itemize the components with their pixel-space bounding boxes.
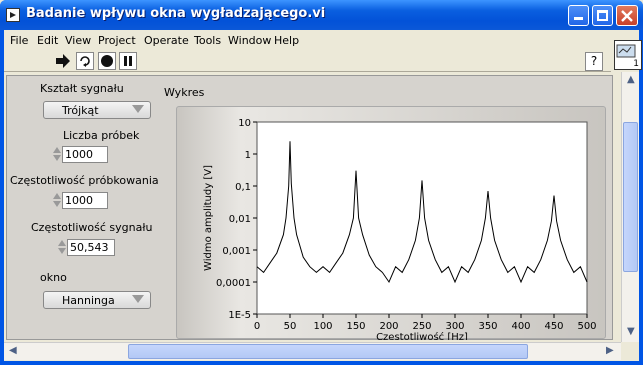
decrement-icon	[58, 248, 66, 254]
title-bar[interactable]: Badanie wpływu okna wygładzającego.vi	[0, 0, 643, 30]
sampling-freq-input[interactable]: 1000	[62, 192, 108, 209]
vi-icon-label: 1	[633, 59, 639, 69]
menu-edit[interactable]: Edit	[37, 34, 59, 47]
scroll-down-icon[interactable]: ▼	[627, 326, 635, 337]
horizontal-scrollbar[interactable]: ◀ ▶	[4, 342, 621, 360]
plot-area	[256, 121, 588, 315]
graph-frame: 10 1 0,1 0,01 0,001 0,0001 1E-5 0 50 100 150 200 250…	[176, 106, 607, 343]
x-tick-label: 350	[478, 321, 497, 332]
scroll-right-icon[interactable]: ▶	[606, 345, 614, 356]
close-button[interactable]	[616, 5, 638, 26]
pause-button[interactable]	[119, 52, 137, 70]
abort-button[interactable]	[98, 52, 116, 70]
decrement-icon	[53, 201, 61, 207]
increment-icon	[53, 193, 61, 199]
client-area: File Edit View Project Operate Tools Win…	[4, 30, 642, 361]
close-icon	[621, 10, 633, 22]
y-tick-label: 1	[245, 150, 251, 161]
sampling-freq-spinner[interactable]	[53, 192, 61, 209]
spectrum-line	[256, 141, 588, 284]
window-title: Badanie wpływu okna wygładzającego.vi	[26, 6, 326, 21]
menu-tools[interactable]: Tools	[194, 34, 222, 47]
menu-bar: File Edit View Project Operate Tools Win…	[4, 30, 639, 50]
minimize-button[interactable]	[568, 5, 589, 26]
scroll-left-icon[interactable]: ◀	[9, 345, 17, 356]
signal-freq-spinner[interactable]	[58, 239, 66, 256]
run-arrow-icon[interactable]	[54, 53, 72, 69]
vertical-scroll-thumb[interactable]	[623, 122, 638, 272]
menu-window[interactable]: Window	[228, 34, 272, 47]
horizontal-scroll-thumb[interactable]	[128, 344, 528, 359]
y-tick-label: 0,01	[229, 214, 251, 225]
menu-operate[interactable]: Operate	[144, 34, 189, 47]
decrement-icon	[53, 155, 61, 161]
y-tick-label: 0,0001	[216, 278, 251, 289]
window-fn-label: okno	[40, 271, 67, 284]
signal-shape-ring[interactable]: Trójkąt	[43, 101, 151, 119]
scroll-up-icon[interactable]: ▲	[627, 74, 635, 85]
toolbar	[4, 50, 611, 72]
signal-shape-value: Trójkąt	[62, 104, 99, 117]
sampling-freq-label: Częstotliwość próbkowania	[10, 174, 159, 187]
x-axis-label: Częstotliwość [Hz]	[376, 331, 468, 340]
x-tick-label: 250	[412, 321, 431, 332]
y-tick-label: 0,1	[235, 182, 251, 193]
front-panel: Kształt sygnału Trójkąt Liczba próbek 10…	[6, 75, 613, 343]
x-tick-label: 0	[254, 321, 260, 332]
samples-label: Liczba próbek	[63, 129, 140, 142]
menu-view[interactable]: View	[65, 34, 92, 47]
vi-icon	[616, 44, 636, 58]
x-tick-label: 50	[284, 321, 297, 332]
dropdown-arrow-icon	[132, 295, 144, 303]
increment-icon	[58, 240, 66, 246]
signal-shape-label: Kształt sygnału	[40, 82, 124, 95]
y-tick-label: 1E-5	[228, 310, 251, 321]
x-tick-label: 400	[511, 321, 530, 332]
labview-run-icon	[6, 8, 20, 22]
x-tick-label: 300	[445, 321, 464, 332]
y-axis-label: Widmo amplitudy [V]	[203, 165, 214, 271]
x-tick-label: 200	[379, 321, 398, 332]
abort-icon	[101, 55, 113, 67]
increment-icon	[53, 147, 61, 153]
dropdown-arrow-icon	[132, 105, 144, 113]
vertical-scrollbar[interactable]: ▲ ▼	[621, 72, 639, 342]
window-fn-value: Hanninga	[62, 294, 115, 307]
graph-label: Wykres	[164, 86, 205, 99]
signal-freq-label: Częstotliwość sygnału	[31, 221, 153, 234]
window-fn-ring[interactable]: Hanninga	[43, 291, 151, 309]
y-tick-label: 0,001	[222, 246, 251, 257]
maximize-button[interactable]	[592, 5, 613, 26]
menu-file[interactable]: File	[10, 34, 29, 47]
x-tick-label: 150	[346, 321, 365, 332]
context-help-button[interactable]: ?	[585, 52, 603, 71]
samples-input[interactable]: 1000	[62, 146, 108, 163]
signal-freq-input[interactable]: 50,543	[67, 239, 115, 256]
pause-icon	[124, 56, 132, 66]
menu-help[interactable]: Help	[274, 34, 300, 47]
run-continuously-button[interactable]	[76, 52, 94, 70]
y-tick-label: 10	[238, 118, 251, 129]
menu-project[interactable]: Project	[98, 34, 136, 47]
samples-spinner[interactable]	[53, 146, 61, 163]
x-tick-label: 500	[577, 321, 596, 332]
vi-connector-icon: 1	[614, 40, 642, 70]
spectrum-graph[interactable]: 10 1 0,1 0,01 0,001 0,0001 1E-50 50 100 150 200 250…	[177, 107, 607, 343]
x-tick-label: 450	[544, 321, 563, 332]
run-continuously-icon	[80, 56, 90, 67]
x-tick-label: 100	[313, 321, 332, 332]
